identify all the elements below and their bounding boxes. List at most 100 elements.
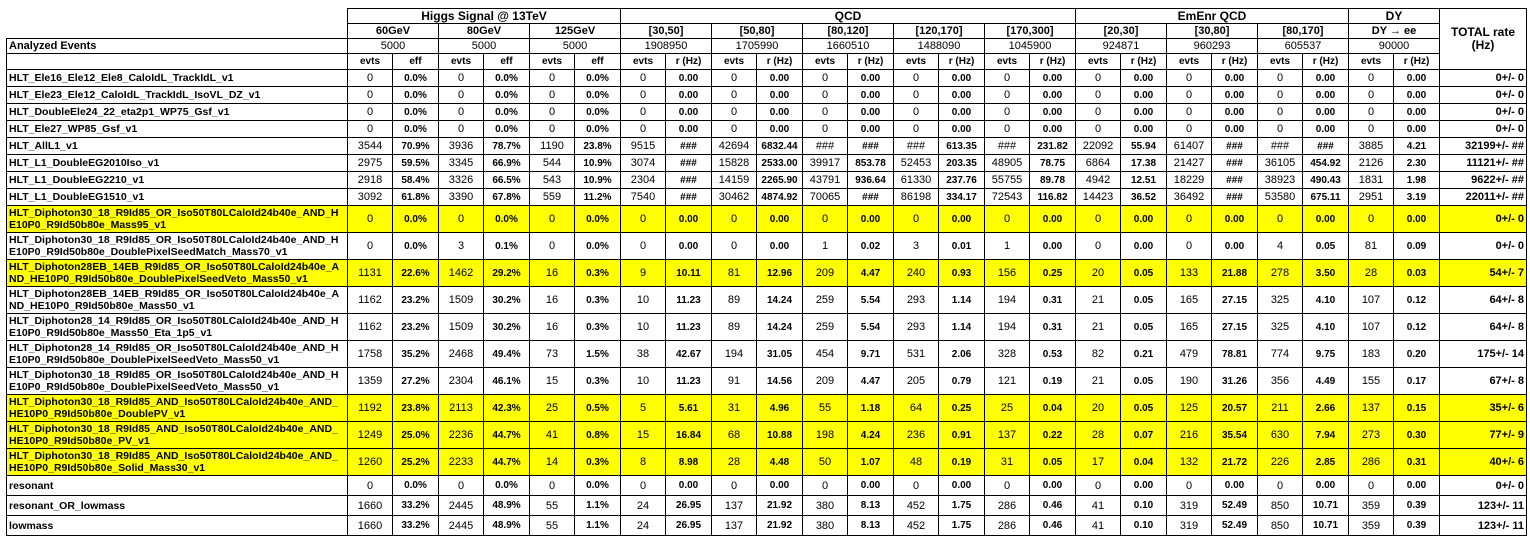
evts-cell: 850 (1257, 495, 1303, 516)
rate-cell: 0.00 (756, 86, 803, 104)
rate-cell: 3.19 (1393, 188, 1440, 206)
evts-cell: 774 (1257, 340, 1303, 368)
evts-cell: 5 (620, 394, 666, 422)
evts-cell: 1509 (438, 286, 484, 314)
evts-cell: 1260 (347, 448, 393, 476)
rate-cell: 0.93 (938, 259, 985, 287)
trigger-name: HLT_Diphoton30_18_R9Id85_AND_Iso50T80LCa… (6, 421, 348, 449)
evts-cell: 0 (984, 86, 1030, 104)
rate-cell: 0.0% (483, 86, 530, 104)
evts-cell: 24 (620, 495, 666, 516)
rate-cell: 0.00 (1302, 205, 1349, 233)
evts-cell: 356 (1257, 367, 1303, 395)
rate-cell: 0.00 (665, 232, 712, 260)
rate-cell: 1.07 (847, 448, 894, 476)
subheader-evts: evts (1166, 53, 1212, 70)
rate-cell: 0.0% (392, 120, 439, 138)
total-rate-cell: 0+/- 0 (1439, 232, 1527, 260)
evts-cell: 3936 (438, 137, 484, 155)
trigger-row: HLT_Ele23_Ele12_CaloIdL_TrackIdL_IsoVL_D… (6, 86, 1527, 104)
evts-cell: 0 (1348, 69, 1394, 87)
rate-cell: 14.24 (756, 286, 803, 314)
rate-cell: 2.06 (938, 340, 985, 368)
evts-cell: 325 (1257, 286, 1303, 314)
bin-label: [30,80] (1166, 23, 1258, 39)
evts-cell: 259 (802, 286, 848, 314)
rate-cell: 0.00 (1120, 69, 1167, 87)
subheader-evts: evts (620, 53, 666, 70)
rate-cell: 0.00 (1029, 205, 1076, 233)
rate-cell: 490.43 (1302, 171, 1349, 189)
rate-cell: ### (847, 188, 894, 206)
rate-cell: 0.0% (483, 120, 530, 138)
evts-cell: 0 (711, 120, 757, 138)
subheader-evts: evts (529, 53, 575, 70)
evts-cell: 3345 (438, 154, 484, 172)
bin-label: [120,170] (893, 23, 985, 39)
total-rate-header: TOTAL rate (Hz) (1439, 8, 1527, 70)
rate-cell: 66.9% (483, 154, 530, 172)
evts-cell: 0 (620, 69, 666, 87)
evts-cell: 0 (802, 205, 848, 233)
rate-cell: 0.00 (665, 103, 712, 121)
rate-cell: 0.04 (1120, 448, 1167, 476)
evts-cell: 10 (620, 367, 666, 395)
evts-cell: 55 (529, 495, 575, 516)
evts-cell: 0 (1075, 120, 1121, 138)
evts-cell: 2233 (438, 448, 484, 476)
rate-cell: ### (1211, 137, 1258, 155)
trigger-name: HLT_Ele16_Ele12_Ele8_CaloIdL_TrackIdL_v1 (6, 69, 348, 87)
evts-cell: 1 (802, 232, 848, 260)
evts-cell: 325 (1257, 313, 1303, 341)
trigger-row: HLT_Diphoton30_18_R9Id85_AND_Iso50T80LCa… (6, 394, 1527, 422)
trigger-name: HLT_DoubleEle24_22_eta2p1_WP75_Gsf_v1 (6, 103, 348, 121)
evts-cell: 1249 (347, 421, 393, 449)
rate-cell: 49.4% (483, 340, 530, 368)
rate-cell: 3.50 (1302, 259, 1349, 287)
evts-cell: 0 (347, 475, 393, 496)
evts-cell: 2126 (1348, 154, 1394, 172)
rate-cell: 0.00 (756, 475, 803, 496)
rate-cell: 0.3% (574, 313, 621, 341)
rate-cell: 31.26 (1211, 367, 1258, 395)
evts-cell: 0 (1166, 69, 1212, 87)
trigger-name: HLT_L1_DoubleEG2010Iso_v1 (6, 154, 348, 172)
rate-cell: 1.14 (938, 313, 985, 341)
total-rate-cell: 40+/- 6 (1439, 448, 1527, 476)
rate-cell: ### (1211, 154, 1258, 172)
rate-cell: 0.25 (938, 394, 985, 422)
rate-cell: 334.17 (938, 188, 985, 206)
bin-label: [20,30] (1075, 23, 1167, 39)
evts-cell: 16 (529, 313, 575, 341)
bin-label: 80GeV (438, 23, 530, 39)
rate-cell: 33.2% (392, 515, 439, 536)
trigger-row: HLT_Diphoton30_18_R9Id85_OR_Iso50T80LCal… (6, 205, 1527, 233)
rate-cell: 0.0% (392, 205, 439, 233)
evts-cell: 16 (529, 259, 575, 287)
rate-cell: 7.94 (1302, 421, 1349, 449)
rate-cell: 5.54 (847, 313, 894, 341)
evts-cell: 52453 (893, 154, 939, 172)
subheader-evts: evts (1257, 53, 1303, 70)
rate-cell: 25.2% (392, 448, 439, 476)
evts-cell: 0 (1166, 86, 1212, 104)
rate-cell: 1.1% (574, 495, 621, 516)
rate-cell: 10.88 (756, 421, 803, 449)
trigger-row: lowmass 1660 33.2% 2445 48.9% 55 1.1% 24 26.95 13… (6, 515, 1527, 536)
rate-cell: 0.31 (1029, 286, 1076, 314)
evts-cell: 9515 (620, 137, 666, 155)
evts-cell: 0 (802, 120, 848, 138)
evts-cell: 0 (893, 475, 939, 496)
subheader-rate: r (Hz) (1029, 53, 1076, 70)
rate-cell: 0.00 (756, 103, 803, 121)
trigger-name: HLT_Ele23_Ele12_CaloIdL_TrackIdL_IsoVL_D… (6, 86, 348, 104)
rate-cell: 0.00 (938, 69, 985, 87)
rate-cell: 4874.92 (756, 188, 803, 206)
evts-cell: 380 (802, 495, 848, 516)
rate-cell: 78.75 (1029, 154, 1076, 172)
subheader-rate: r (Hz) (756, 53, 803, 70)
rate-cell: 67.8% (483, 188, 530, 206)
trigger-name: HLT_Diphoton30_18_R9Id85_AND_Iso50T80LCa… (6, 394, 348, 422)
evts-cell: 0 (529, 475, 575, 496)
rate-cell: 5.61 (665, 394, 712, 422)
